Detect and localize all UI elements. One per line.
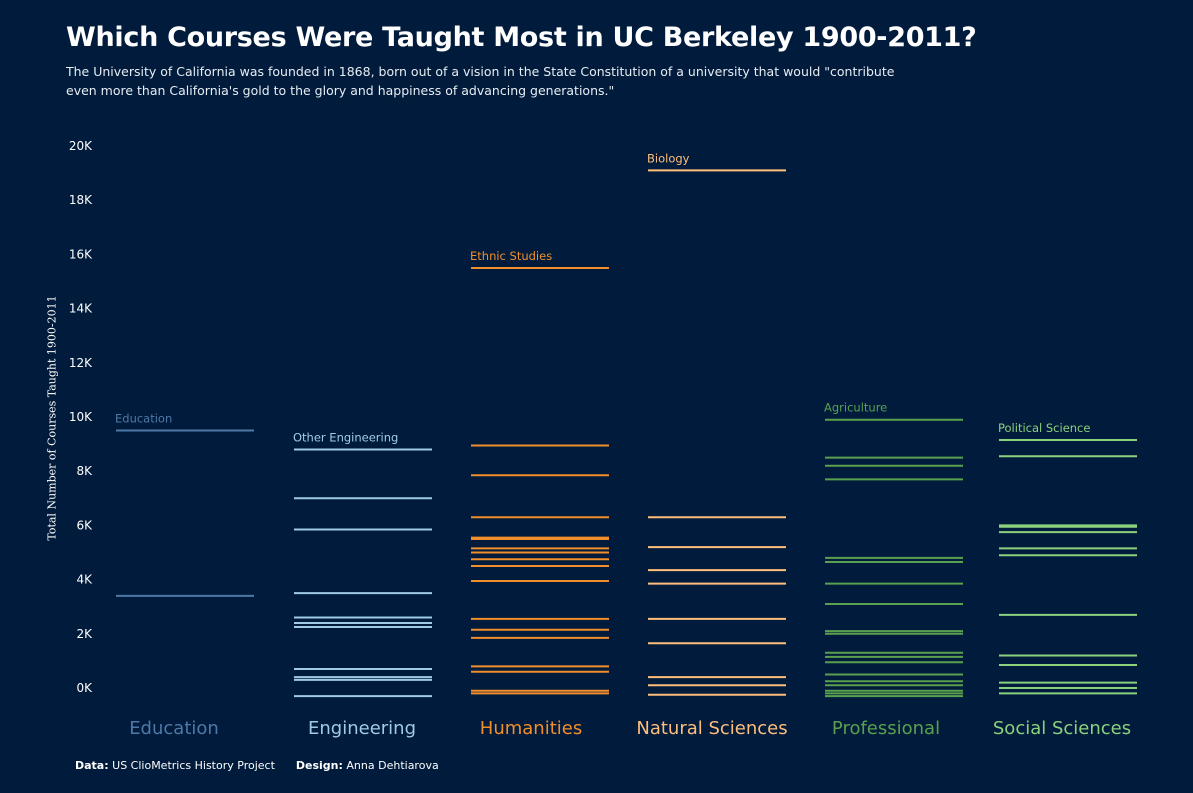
x-category-label: Natural Sciences: [636, 718, 787, 739]
y-tick-label: 20K: [69, 139, 93, 153]
y-tick-label: 6K: [76, 518, 93, 532]
x-category-label: Engineering: [308, 718, 416, 739]
top-category-label: Other Engineering: [293, 431, 398, 445]
top-category-label: Political Science: [998, 421, 1090, 435]
y-tick-label: 14K: [69, 302, 93, 316]
x-category-label: Professional: [832, 718, 940, 739]
footer-designer: Anna Dehtiarova: [346, 759, 439, 772]
y-tick-label: 0K: [76, 681, 93, 695]
top-category-label: Biology: [647, 151, 690, 165]
top-category-label: Education: [115, 412, 172, 426]
chart-title: Which Courses Were Taught Most in UC Ber…: [66, 22, 977, 53]
x-category-label: Education: [129, 718, 219, 739]
footer-data-source: US ClioMetrics History Project: [112, 759, 275, 772]
y-tick-label: 12K: [69, 356, 93, 370]
y-tick-label: 18K: [69, 193, 93, 207]
y-tick-label: 8K: [76, 464, 93, 478]
footer-credits: Data: US ClioMetrics History Project Des…: [75, 759, 439, 772]
y-tick-label: 16K: [69, 247, 93, 261]
top-category-label: Agriculture: [824, 401, 887, 415]
chart-subtitle: The University of California was founded…: [66, 64, 895, 98]
x-category-label: Social Sciences: [993, 718, 1131, 739]
footer-design-label: Design:: [295, 759, 343, 772]
footer-data-label: Data:: [75, 759, 109, 772]
x-category-label: Humanities: [480, 718, 582, 739]
y-tick-label: 2K: [76, 627, 93, 641]
y-tick-label: 10K: [69, 410, 93, 424]
y-tick-label: 4K: [76, 573, 93, 587]
top-category-label: Ethnic Studies: [470, 249, 552, 263]
